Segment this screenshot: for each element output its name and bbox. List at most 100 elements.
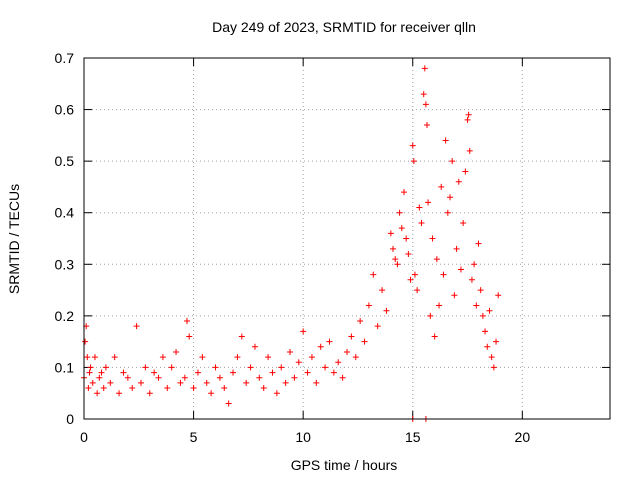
data-point	[203, 379, 210, 386]
data-point	[357, 318, 364, 325]
data-point	[447, 194, 454, 201]
data-point	[370, 271, 377, 278]
data-point	[344, 348, 350, 355]
data-point	[421, 65, 428, 72]
data-point	[495, 292, 502, 299]
data-point	[410, 158, 417, 165]
data-point	[394, 261, 401, 268]
data-point	[142, 364, 149, 371]
data-point	[230, 369, 237, 376]
data-point	[287, 348, 294, 355]
data-point	[453, 245, 460, 252]
data-point	[365, 302, 372, 309]
data-point	[168, 364, 175, 371]
data-point	[418, 220, 425, 227]
data-point	[216, 374, 223, 381]
data-point	[425, 199, 432, 206]
data-point	[111, 354, 118, 361]
data-point	[339, 374, 346, 381]
data-point	[330, 369, 337, 376]
data-point	[482, 328, 489, 335]
data-point	[291, 374, 298, 381]
data-point	[442, 137, 449, 144]
data-point	[243, 379, 250, 386]
data-point	[361, 338, 368, 345]
grid	[84, 58, 610, 419]
data-point	[225, 400, 232, 407]
data-point	[468, 276, 475, 283]
data-point	[427, 312, 434, 319]
data-point	[422, 101, 429, 108]
data-point	[471, 261, 478, 268]
data-point	[98, 369, 105, 376]
data-point	[181, 374, 188, 381]
x-tick-label: 10	[295, 429, 311, 445]
data-point	[82, 338, 89, 345]
data-point	[194, 369, 201, 376]
data-point	[91, 354, 98, 361]
data-point	[251, 343, 258, 350]
data-point	[405, 250, 412, 257]
data-point	[120, 369, 127, 376]
plot-area	[84, 58, 610, 419]
plot-frame	[83, 57, 611, 420]
data-point	[177, 379, 184, 386]
data-point	[400, 189, 407, 196]
data-point	[484, 343, 491, 350]
data-point	[278, 364, 285, 371]
y-tick-label: 0.4	[55, 205, 75, 221]
data-point	[460, 220, 467, 227]
data-point	[96, 374, 103, 381]
data-point	[186, 333, 193, 340]
data-point	[184, 318, 191, 325]
data-point	[137, 379, 144, 386]
data-point	[348, 333, 355, 340]
data-point	[407, 276, 414, 283]
data-point	[416, 204, 423, 211]
data-point	[429, 235, 436, 242]
data-point	[159, 354, 166, 361]
y-tick-label: 0.5	[55, 153, 75, 169]
data-point	[420, 91, 427, 98]
data-point	[431, 333, 438, 340]
y-tick-label: 0	[66, 411, 74, 427]
data-point	[155, 374, 162, 381]
data-point	[440, 271, 447, 278]
x-tick-label: 15	[405, 429, 421, 445]
x-tick-label: 5	[190, 429, 198, 445]
data-point	[89, 379, 96, 386]
data-point	[486, 307, 493, 314]
data-point	[269, 369, 276, 376]
chart-title: Day 249 of 2023, SRMTID for receiver qll…	[212, 19, 476, 35]
data-point	[398, 225, 405, 232]
data-point	[146, 390, 153, 397]
data-point	[247, 364, 254, 371]
data-point	[322, 364, 329, 371]
y-tick-label: 0.7	[55, 50, 75, 66]
data-point	[102, 364, 109, 371]
data-point	[352, 354, 359, 361]
data-point	[116, 390, 123, 397]
data-point	[313, 379, 320, 386]
data-point	[151, 369, 158, 376]
data-point	[473, 302, 480, 309]
data-point	[234, 354, 241, 361]
data-point	[409, 142, 416, 149]
data-point	[455, 178, 462, 185]
data-point	[100, 385, 107, 392]
data-point	[374, 323, 381, 330]
data-point	[265, 354, 272, 361]
data-point	[462, 168, 469, 175]
data-point	[317, 343, 324, 350]
data-point	[173, 348, 180, 355]
data-point	[282, 379, 289, 386]
data-point	[85, 385, 92, 392]
data-point	[465, 111, 472, 118]
y-axis-label: SRMTID / TECUs	[6, 184, 22, 294]
data-point	[423, 122, 430, 129]
x-tick-labels: 0 5 10 15 20	[80, 429, 530, 445]
data-point	[129, 385, 136, 392]
data-point	[304, 369, 311, 376]
data-point	[488, 354, 495, 361]
data-point	[221, 385, 228, 392]
